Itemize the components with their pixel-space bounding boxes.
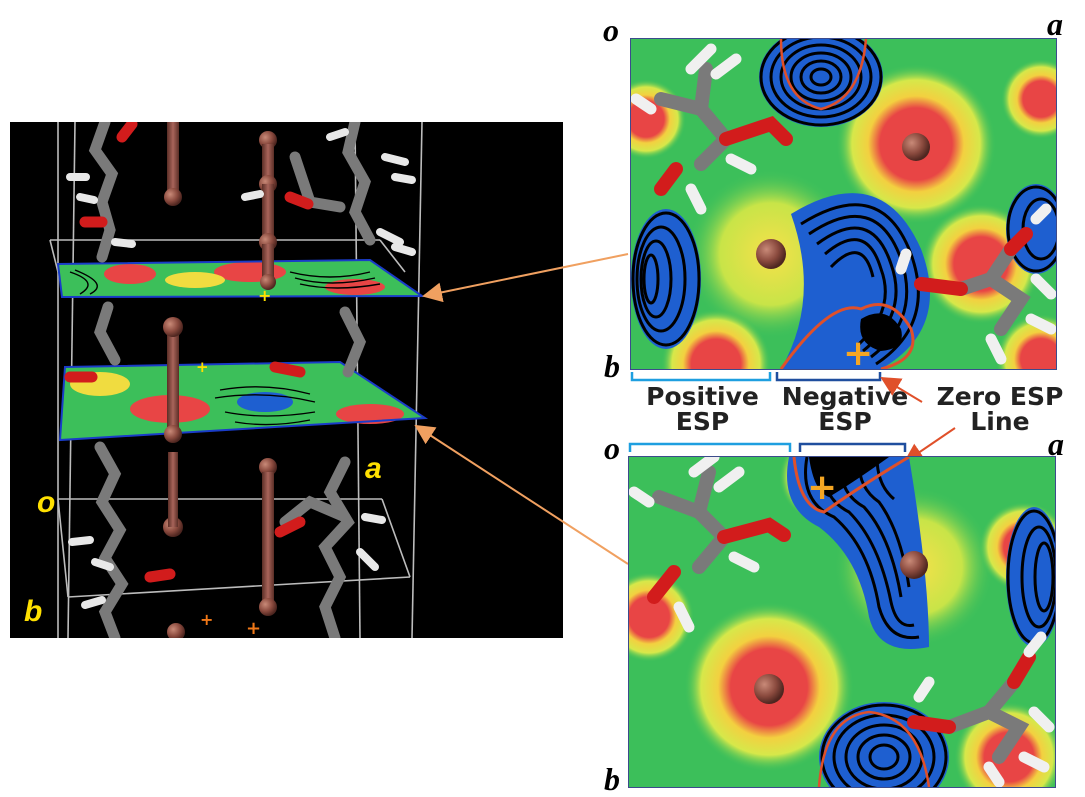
crystal-structure-view: + + <box>10 122 563 638</box>
bottom-map-corner-a: a <box>1048 426 1064 462</box>
bottom-map-marker: + <box>807 467 837 508</box>
svg-text:+: + <box>258 286 271 305</box>
zero-esp-line-label: Zero ESP Line <box>936 382 1064 436</box>
crystal-structure-drawing: + + <box>49 122 429 638</box>
top-map-cation-2 <box>756 239 786 269</box>
top-map-corner-o: o <box>603 12 619 48</box>
bottom-map-negative-region-upper: + <box>787 457 929 649</box>
bottom-map-corner-b: b <box>604 761 620 797</box>
top-esp-map: + <box>630 38 1057 370</box>
bottom-map-negative-region-right <box>1006 507 1055 647</box>
bottom-map-corner-o: o <box>604 430 620 466</box>
positive-esp-label: Positive ESP <box>646 382 759 436</box>
top-map-corner-a: a <box>1047 6 1063 42</box>
top-map-negative-region-left <box>631 209 701 349</box>
top-map-negative-region-central: + <box>779 193 930 369</box>
negative-esp-bracket-bottom <box>798 442 907 452</box>
top-map-corner-b: b <box>604 348 620 384</box>
anion-chains <box>163 122 277 638</box>
positive-esp-bracket-top <box>630 372 772 382</box>
top-map-molecules <box>631 43 1056 365</box>
svg-text:+: + <box>246 618 261 638</box>
positive-esp-bracket-bottom <box>628 442 792 452</box>
negative-esp-label: Negative ESP <box>781 382 909 436</box>
organic-molecules <box>64 122 416 638</box>
crystal-axis-label-o: o <box>37 486 56 519</box>
crystal-axis-label-b: b <box>24 595 43 628</box>
bottom-map-molecules <box>629 457 1055 787</box>
bottom-map-cation-1 <box>900 551 928 579</box>
svg-text:+: + <box>200 610 213 629</box>
top-map-negative-region-upper <box>759 39 883 127</box>
bottom-map-cation-2 <box>754 674 784 704</box>
negative-esp-bracket-top <box>775 372 882 382</box>
zero-esp-arrow-top <box>880 376 923 403</box>
top-map-marker: + <box>843 333 873 369</box>
top-map-cation-1 <box>902 133 930 161</box>
bottom-esp-map: + <box>628 456 1056 788</box>
svg-text:+: + <box>196 358 209 376</box>
crystal-axis-label-a: a <box>365 452 382 485</box>
